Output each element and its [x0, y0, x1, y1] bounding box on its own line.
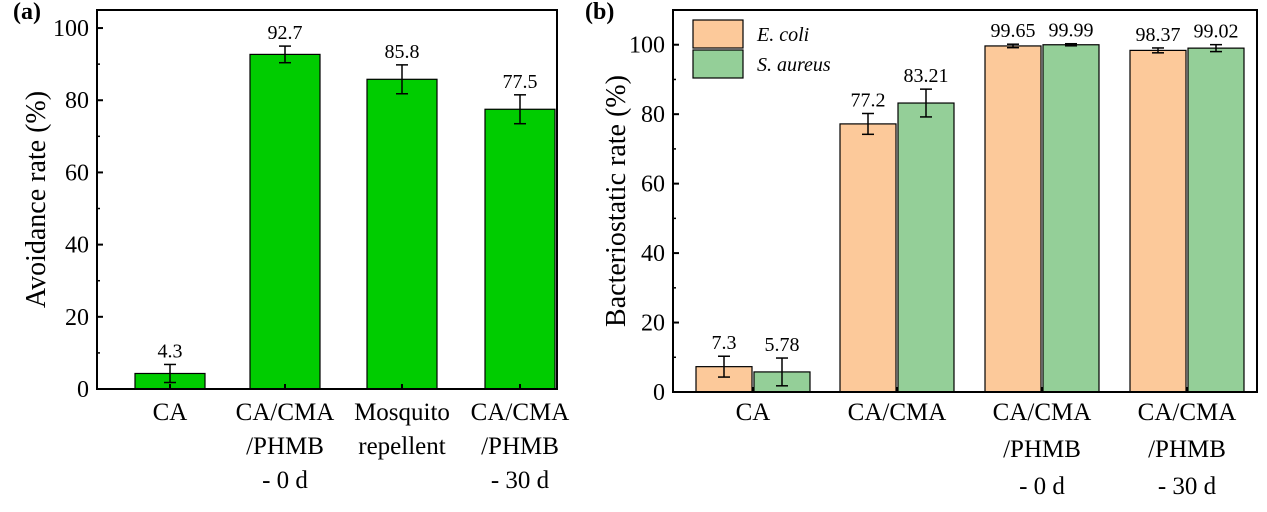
- x-tick-label: CA/CMA: [236, 399, 335, 426]
- y-axis-title: Bacteriostatic rate (%): [601, 75, 632, 327]
- data-label: 83.21: [904, 65, 949, 87]
- y-tick-label: 60: [641, 172, 665, 198]
- x-tick-label: CA/CMA: [471, 399, 570, 426]
- y-tick-label: 20: [65, 305, 89, 331]
- plot-frame: [672, 9, 1258, 393]
- bar: [839, 123, 897, 393]
- y-tick-label: 80: [641, 102, 665, 128]
- x-tick-label: repellent: [358, 433, 446, 460]
- y-tick-label: 80: [65, 88, 89, 114]
- plot-frame: [96, 9, 558, 390]
- panel-label: (b): [585, 0, 614, 25]
- bar: [984, 45, 1042, 393]
- bar: [1187, 47, 1245, 393]
- data-label: 99.99: [1049, 20, 1094, 42]
- x-tick-label: - 30 d: [491, 467, 550, 494]
- data-label: 77.5: [503, 71, 538, 93]
- x-tick-label: /PHMB: [1003, 436, 1081, 463]
- y-tick-label: 0: [77, 377, 89, 403]
- bar: [1042, 44, 1100, 393]
- x-tick-label: /PHMB: [481, 433, 559, 460]
- x-tick-label: CA/CMA: [993, 399, 1092, 426]
- panel-label: (a): [13, 0, 41, 25]
- bar: [1129, 49, 1187, 393]
- x-tick-label: - 30 d: [1158, 473, 1217, 500]
- x-tick-label: - 0 d: [1019, 473, 1065, 500]
- legend-label: E. coli: [756, 24, 809, 46]
- y-tick-label: 60: [65, 160, 89, 186]
- x-tick-label: /PHMB: [246, 433, 324, 460]
- x-tick-label: - 0 d: [262, 467, 308, 494]
- data-label: 5.78: [765, 334, 800, 356]
- data-label: 85.8: [385, 41, 420, 63]
- panel-b: (b) 7.3 77.2 99.65 98.37 5.78 83.21 99.99 99.02 0…: [585, 0, 1258, 500]
- x-tick-label: CA: [153, 399, 188, 426]
- bar: [366, 78, 438, 390]
- legend-label: S. aureus: [757, 54, 831, 76]
- legend-swatch: [692, 49, 744, 79]
- y-tick-label: 0: [653, 380, 665, 406]
- legend-swatch: [692, 19, 744, 49]
- data-label: 7.3: [712, 332, 737, 354]
- x-tick-label: Mosquito: [354, 399, 450, 426]
- x-tick-label: CA/CMA: [848, 399, 947, 426]
- data-label: 92.7: [268, 22, 303, 44]
- y-axis-title: Avoidance rate (%): [21, 91, 52, 308]
- y-tick-label: 20: [641, 311, 665, 337]
- data-label: 99.65: [991, 20, 1036, 42]
- bar: [484, 108, 556, 390]
- x-tick-label: /PHMB: [1148, 436, 1226, 463]
- data-label: 77.2: [851, 89, 886, 111]
- x-tick-label: CA/CMA: [1138, 399, 1237, 426]
- y-tick-label: 40: [65, 233, 89, 259]
- bar: [249, 53, 321, 390]
- bar: [897, 102, 955, 393]
- y-tick-label: 100: [53, 16, 89, 42]
- data-label: 98.37: [1136, 24, 1181, 46]
- panel-a: (a) 4.3 92.7 85.8 77.5 0 20 40 60 80 100 Avoidance …: [13, 0, 569, 494]
- x-tick-label: CA: [736, 399, 771, 426]
- y-tick-label: 40: [641, 241, 665, 267]
- y-tick-label: 100: [629, 33, 665, 59]
- data-label: 4.3: [158, 340, 183, 362]
- data-label: 99.02: [1194, 21, 1239, 43]
